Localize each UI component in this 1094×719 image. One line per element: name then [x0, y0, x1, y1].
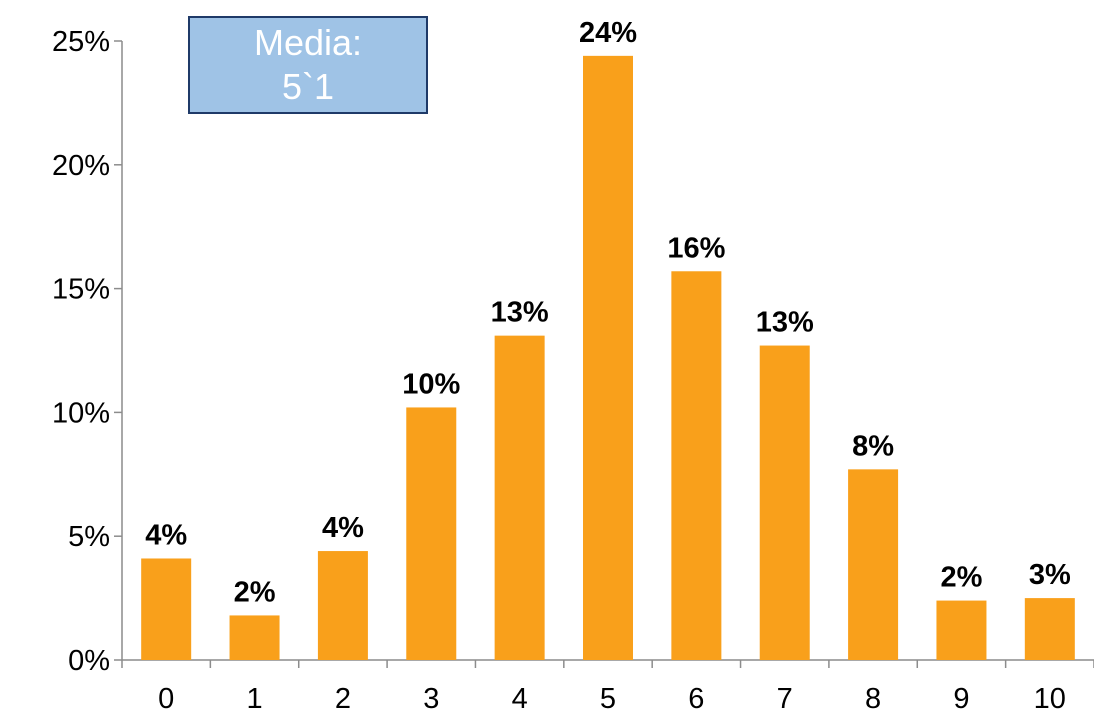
data-label: 2%	[940, 562, 982, 594]
x-tick-label: 3	[423, 683, 439, 715]
y-tick-label: 20%	[52, 150, 110, 182]
data-label: 2%	[234, 576, 276, 608]
data-label: 16%	[667, 232, 725, 264]
data-label: 4%	[145, 519, 187, 551]
bar	[229, 615, 280, 660]
media-annotation-box: Media: 5`1	[188, 16, 428, 114]
bar	[1024, 598, 1075, 660]
x-tick-label: 7	[777, 683, 793, 715]
data-label: 4%	[322, 512, 364, 544]
data-label: 13%	[756, 307, 814, 339]
bar	[141, 558, 192, 660]
x-tick-label: 9	[953, 683, 969, 715]
y-tick-label: 5%	[68, 521, 110, 553]
x-tick-label: 5	[600, 683, 616, 715]
media-annotation-value: 5`1	[281, 66, 335, 107]
data-label: 24%	[579, 17, 637, 49]
data-label: 10%	[402, 368, 460, 400]
x-tick-label: 6	[688, 683, 704, 715]
media-annotation-label: Media:	[253, 22, 363, 63]
bar	[583, 55, 633, 660]
bar	[759, 345, 810, 660]
bar	[406, 407, 457, 660]
data-label: 3%	[1029, 559, 1071, 591]
x-tick-label: 4	[512, 683, 528, 715]
x-tick-label: 1	[246, 683, 262, 715]
bar	[671, 271, 722, 660]
bar	[936, 600, 987, 660]
y-tick-label: 10%	[52, 397, 110, 429]
x-tick-label: 8	[865, 683, 881, 715]
x-tick-label: 10	[1034, 683, 1066, 715]
x-tick-label: 0	[158, 683, 174, 715]
data-label: 8%	[852, 430, 894, 462]
y-tick-label: 15%	[52, 274, 110, 306]
bar	[494, 335, 545, 660]
y-tick-label: 0%	[68, 645, 110, 677]
data-label: 13%	[491, 297, 549, 329]
bar	[848, 469, 899, 660]
bar	[317, 551, 368, 660]
y-tick-label: 25%	[52, 26, 110, 58]
x-tick-label: 2	[335, 683, 351, 715]
